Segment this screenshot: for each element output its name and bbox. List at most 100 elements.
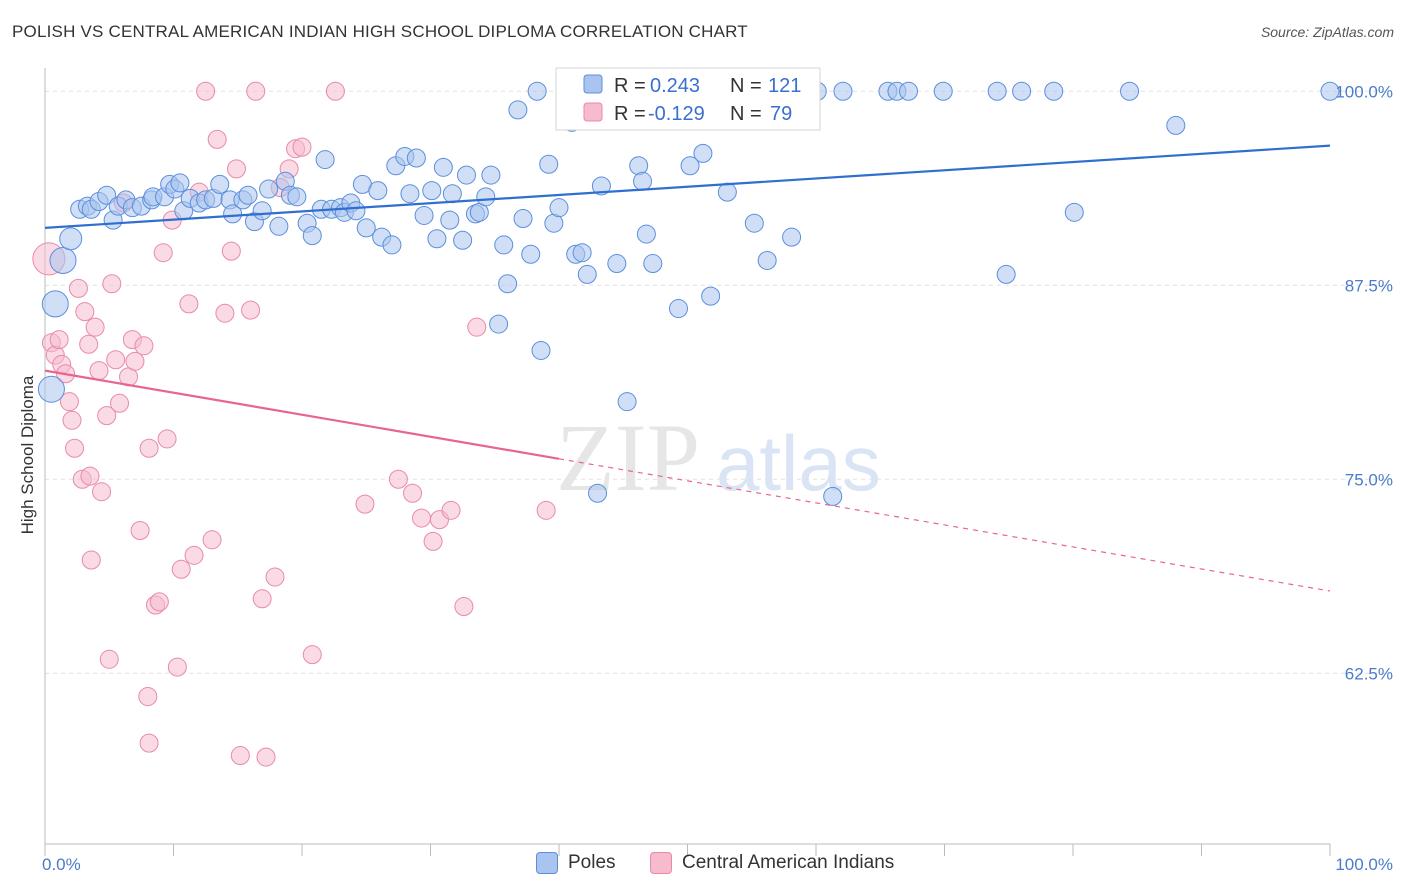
- point-cai: [241, 300, 261, 320]
- axes: [44, 68, 1331, 856]
- point-cai: [265, 567, 285, 587]
- trend-lines: [44, 144, 1331, 592]
- point-poles: [440, 210, 460, 230]
- grid-lines: [45, 90, 1392, 674]
- point-cai: [196, 81, 216, 101]
- point-poles: [717, 182, 737, 202]
- point-poles: [41, 290, 69, 318]
- point-cai: [68, 278, 88, 298]
- point-cai: [99, 649, 119, 669]
- point-cai: [106, 350, 126, 370]
- point-poles: [1320, 81, 1340, 101]
- point-poles: [1012, 81, 1032, 101]
- point-cai: [256, 747, 276, 767]
- point-poles: [1044, 81, 1064, 101]
- x-tick-label: 100.0%: [1335, 855, 1393, 874]
- point-poles: [823, 486, 843, 506]
- trend-line-cai: [44, 369, 560, 460]
- point-poles: [481, 165, 501, 185]
- point-poles: [494, 235, 514, 255]
- point-cai: [139, 733, 159, 753]
- point-poles: [782, 227, 802, 247]
- point-poles: [636, 224, 656, 244]
- point-poles: [531, 340, 551, 360]
- point-cai: [202, 530, 222, 550]
- point-poles: [489, 314, 509, 334]
- point-poles: [617, 392, 637, 412]
- point-cai: [138, 687, 158, 707]
- point-cai: [81, 550, 101, 570]
- point-cai: [207, 129, 227, 149]
- point-cai: [441, 500, 461, 520]
- point-cai: [85, 317, 105, 337]
- point-poles: [899, 81, 919, 101]
- point-cai: [302, 645, 322, 665]
- watermark-zip: ZIP: [556, 404, 700, 511]
- point-cai: [75, 302, 95, 322]
- stats-swatch-poles: [583, 74, 603, 94]
- point-cai: [221, 241, 241, 261]
- point-poles: [315, 150, 335, 170]
- tick-labels: 62.5% 75.0% 87.5% 100.0% 0.0% 100.0%: [42, 82, 1393, 874]
- point-poles: [633, 171, 653, 191]
- y-tick-label: 62.5%: [1345, 664, 1393, 683]
- point-poles: [577, 264, 597, 284]
- point-poles: [833, 81, 853, 101]
- point-poles: [701, 286, 721, 306]
- point-cai: [139, 438, 159, 458]
- point-cai: [454, 597, 474, 617]
- point-poles: [996, 264, 1016, 284]
- x-tick-label: 0.0%: [42, 855, 81, 874]
- legend-item-poles[interactable]: Poles: [536, 852, 616, 874]
- point-cai: [252, 589, 272, 609]
- point-poles: [456, 165, 476, 185]
- point-cai: [102, 274, 122, 294]
- point-poles: [59, 227, 83, 251]
- point-poles: [588, 483, 608, 503]
- point-poles: [669, 299, 689, 319]
- point-poles: [680, 156, 700, 176]
- point-poles: [549, 198, 569, 218]
- stats-r-value-cai: -0.129: [648, 103, 705, 125]
- legend-item-cai[interactable]: Central American Indians: [650, 852, 894, 874]
- point-poles: [400, 184, 420, 204]
- point-poles: [259, 179, 279, 199]
- legend-label-poles: Poles: [568, 852, 616, 873]
- point-cai: [167, 657, 187, 677]
- point-cai: [89, 361, 109, 381]
- point-poles: [521, 244, 541, 264]
- watermark-atlas: atlas: [716, 419, 881, 507]
- point-poles: [513, 209, 533, 229]
- trend-line-extension-cai: [558, 458, 1331, 592]
- point-poles: [629, 156, 649, 176]
- point-cai: [49, 330, 69, 350]
- point-poles: [302, 226, 322, 246]
- point-poles: [346, 201, 366, 221]
- legend-swatch-poles: [536, 852, 558, 874]
- point-poles: [49, 246, 77, 274]
- point-cai: [403, 483, 423, 503]
- stats-n-label-poles: N =: [730, 75, 762, 97]
- point-poles: [1166, 115, 1186, 135]
- stats-r-value-poles: 0.243: [650, 75, 700, 97]
- point-poles: [414, 205, 434, 225]
- point-poles: [97, 185, 117, 205]
- point-cai: [134, 336, 154, 356]
- point-cai: [325, 81, 345, 101]
- point-cai: [130, 520, 150, 540]
- point-poles: [382, 235, 402, 255]
- point-cai: [184, 545, 204, 565]
- legend-label-cai: Central American Indians: [682, 852, 895, 873]
- point-poles: [223, 204, 243, 224]
- point-poles: [476, 187, 496, 207]
- point-poles: [1064, 202, 1084, 222]
- chart-title: POLISH VS CENTRAL AMERICAN INDIAN HIGH S…: [12, 22, 748, 41]
- stats-swatch-cai: [583, 102, 603, 122]
- source-label: Source: ZipAtlas.com: [1260, 24, 1394, 40]
- y-tick-label: 87.5%: [1345, 276, 1393, 295]
- point-poles: [987, 81, 1007, 101]
- point-poles: [1120, 81, 1140, 101]
- stats-n-value-cai: 79: [770, 103, 792, 125]
- point-cai: [467, 317, 487, 337]
- point-cai: [65, 438, 85, 458]
